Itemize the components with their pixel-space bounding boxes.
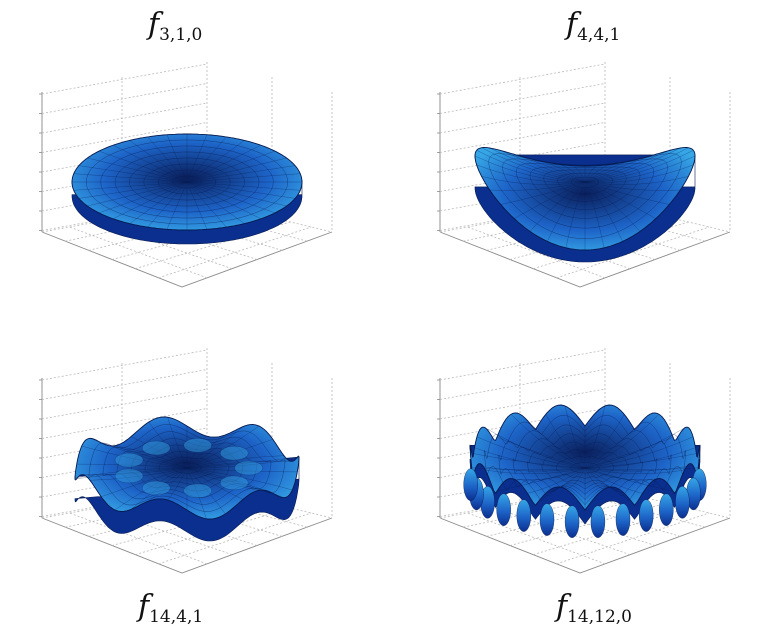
label-letter: f [566,7,578,42]
plot-panel-f-14-12-0 [410,338,750,588]
plot-panel-f-3-1-0 [12,52,352,302]
surface-plot [39,62,333,288]
label-letter: f [148,7,160,42]
surface [463,404,707,538]
surface [74,416,300,542]
plot-panel-f-4-4-1 [410,52,750,302]
label-f-3-1-0: f3,1,0 [148,10,202,44]
label-f-4-4-1: f4,4,1 [566,10,620,44]
surface-plot [437,348,731,574]
surface-plot [437,62,731,288]
plot-panel-f-14-4-1 [12,338,352,588]
label-f-14-4-1: f14,4,1 [138,592,203,626]
label-subscript: 14,4,1 [149,607,204,627]
label-letter: f [556,589,568,624]
label-f-14-12-0: f14,12,0 [556,592,632,626]
surface-plot [39,348,333,574]
label-letter: f [138,589,150,624]
label-subscript: 4,4,1 [577,25,621,45]
label-subscript: 14,12,0 [567,607,632,627]
label-subscript: 3,1,0 [159,25,203,45]
surface [71,133,303,245]
surface [474,147,696,263]
